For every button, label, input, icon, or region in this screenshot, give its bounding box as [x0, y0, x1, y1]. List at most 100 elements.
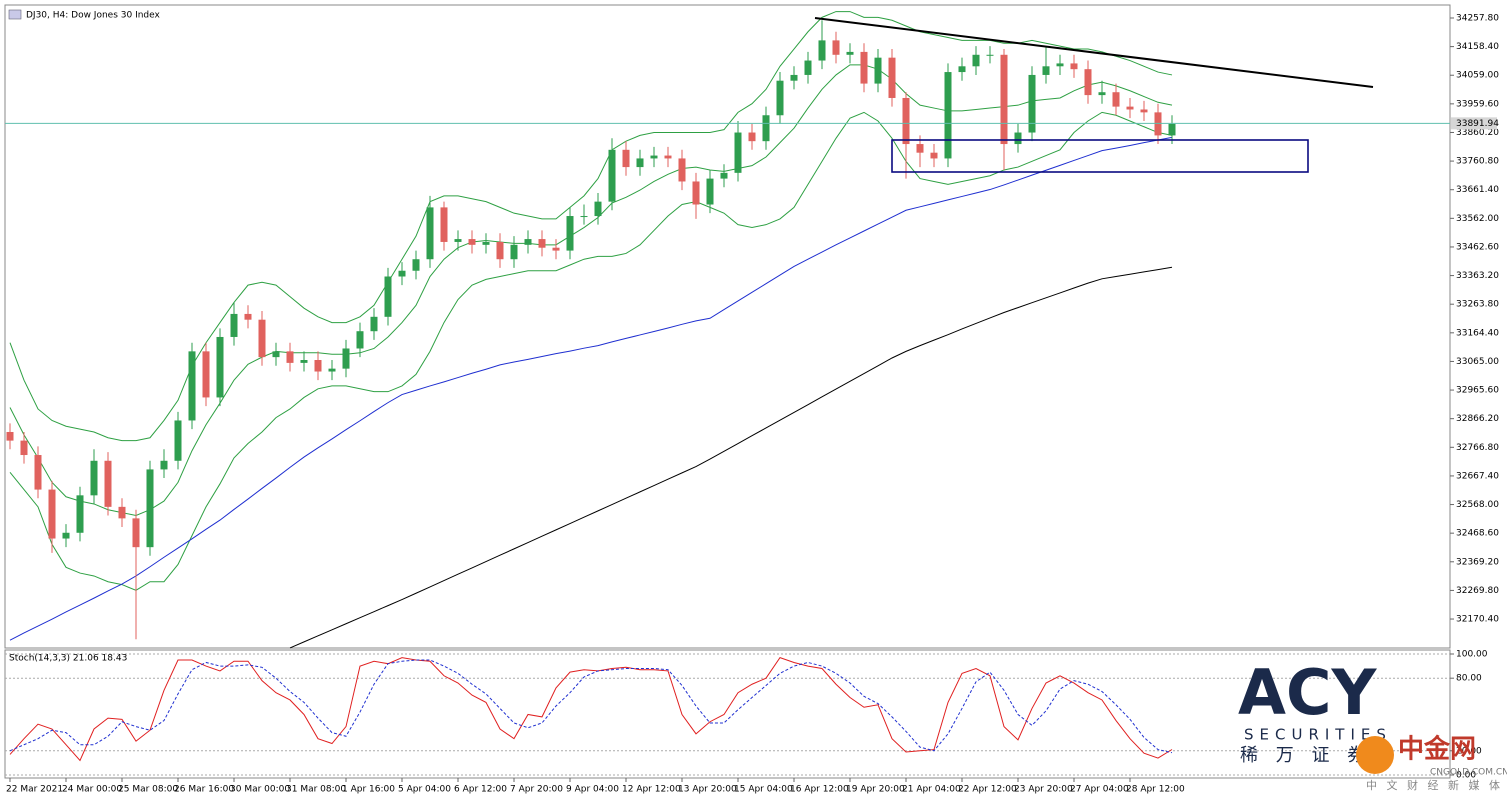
x-tick-label: 24 Mar 00:00 — [62, 785, 122, 795]
candle-body — [650, 155, 658, 159]
watermark-name: 中金网 — [1398, 734, 1476, 765]
candle-body — [510, 244, 518, 260]
candle-body — [370, 316, 378, 332]
candle-body — [846, 51, 854, 55]
y-tick-label: 33661.40 — [1456, 185, 1499, 195]
indicator-line — [9, 136, 1173, 641]
candle-body — [188, 351, 196, 421]
candle-body — [118, 506, 126, 519]
candle-body — [1126, 106, 1134, 110]
candle-body — [580, 216, 588, 218]
candle-body — [398, 270, 406, 277]
candle-body — [1084, 69, 1092, 96]
candle-body — [1070, 63, 1078, 70]
candle-body — [678, 158, 686, 182]
candle-body — [482, 241, 490, 245]
chart-icon — [8, 9, 22, 20]
x-tick-label: 15 Apr 04:00 — [734, 785, 793, 795]
x-tick-label: 5 Apr 04:00 — [398, 785, 451, 795]
candle-body — [272, 351, 280, 358]
candle-body — [888, 57, 896, 98]
brand-logo: ACY — [1238, 656, 1377, 729]
candle-body — [762, 115, 770, 142]
watermark: 中金网 CNGOLD.COM.CN 中 文 财 经 新 媒 体 — [1356, 734, 1507, 792]
candle-body — [776, 80, 784, 116]
y-tick-label: 34158.40 — [1456, 42, 1499, 52]
y-tick-label: 33860.20 — [1456, 128, 1499, 138]
candle-body — [566, 216, 574, 251]
y-tick-label: 32568.00 — [1456, 500, 1499, 510]
x-tick-label: 16 Apr 12:00 — [790, 785, 849, 795]
candle-body — [174, 420, 182, 461]
watermark-site: CNGOLD.COM.CN — [1430, 768, 1507, 778]
y-tick-label: 32965.60 — [1456, 386, 1499, 396]
y-tick-label: 33462.60 — [1456, 242, 1499, 252]
x-tick-label: 1 Apr 16:00 — [342, 785, 395, 795]
candle-body — [902, 97, 910, 145]
x-tick-label: 30 Mar 00:00 — [230, 785, 290, 795]
y-tick-label: 0.00 — [1456, 770, 1476, 780]
candle-body — [454, 239, 462, 242]
candle-body — [664, 155, 672, 159]
candle-body — [818, 40, 826, 61]
x-tick-label: 13 Apr 20:00 — [678, 785, 737, 795]
candle-body — [76, 495, 84, 533]
y-tick-label: 34059.00 — [1456, 71, 1499, 81]
x-tick-label: 31 Mar 08:00 — [286, 785, 346, 795]
candle-body — [706, 178, 714, 205]
candle-body — [748, 132, 756, 142]
candle-body — [216, 336, 224, 398]
y-tick-label: 80.00 — [1456, 674, 1482, 684]
watermark-icon — [1356, 736, 1394, 774]
y-tick-label: 33065.00 — [1456, 357, 1499, 367]
candle-body — [62, 532, 70, 539]
candle-body — [874, 57, 882, 84]
x-tick-label: 9 Apr 04:00 — [566, 785, 619, 795]
candle-body — [426, 207, 434, 260]
last-price-label: 33891.94 — [1456, 119, 1499, 129]
x-tick-label: 19 Apr 20:00 — [846, 785, 905, 795]
candle-body — [314, 360, 322, 372]
x-tick-label: 22 Apr 12:00 — [958, 785, 1017, 795]
candle-body — [90, 460, 98, 496]
candle-body — [20, 440, 28, 456]
y-tick-label: 33164.40 — [1456, 328, 1499, 338]
trend-line — [814, 17, 1374, 88]
candle-body — [916, 144, 924, 153]
x-tick-label: 25 Mar 08:00 — [118, 785, 178, 795]
candle-body — [1000, 54, 1008, 145]
candle-body — [832, 40, 840, 55]
candle-body — [804, 60, 812, 75]
candle-body — [944, 72, 952, 159]
candle-body — [608, 149, 616, 202]
candle-body — [1014, 132, 1022, 145]
candle-body — [720, 172, 728, 179]
candle-body — [384, 276, 392, 317]
candle-body — [594, 201, 602, 217]
last-price-box — [1451, 117, 1497, 130]
candle-body — [1112, 92, 1120, 107]
candle-body — [1098, 92, 1106, 96]
brand-tagline: SECURITIES — [1244, 726, 1392, 744]
x-tick-label: 23 Apr 20:00 — [1014, 785, 1073, 795]
y-tick-label: 100.00 — [1456, 649, 1488, 659]
watermark-slogan: 中 文 财 经 新 媒 体 — [1366, 778, 1503, 792]
candle-body — [132, 518, 140, 548]
candle-body — [244, 313, 252, 320]
y-tick-label: 32369.20 — [1456, 557, 1499, 567]
candle-body — [1042, 66, 1050, 75]
x-tick-label: 27 Apr 04:00 — [1070, 785, 1129, 795]
candle-body — [496, 241, 504, 260]
branding: ACY SECURITIES 稀 万 证 券 — [1238, 656, 1392, 766]
candle-body — [104, 460, 112, 507]
candle-body — [440, 207, 448, 242]
candle-body — [524, 239, 532, 245]
candle-body — [636, 158, 644, 168]
chart-title: DJ30, H4: Dow Jones 30 Index — [26, 11, 161, 21]
candle-body — [1168, 123, 1176, 136]
main-panel — [4, 4, 1451, 649]
y-tick-label: 32866.20 — [1456, 414, 1499, 424]
y-tick-label: 20.00 — [1456, 746, 1482, 756]
candle-body — [860, 51, 868, 84]
candle-body — [300, 360, 308, 363]
